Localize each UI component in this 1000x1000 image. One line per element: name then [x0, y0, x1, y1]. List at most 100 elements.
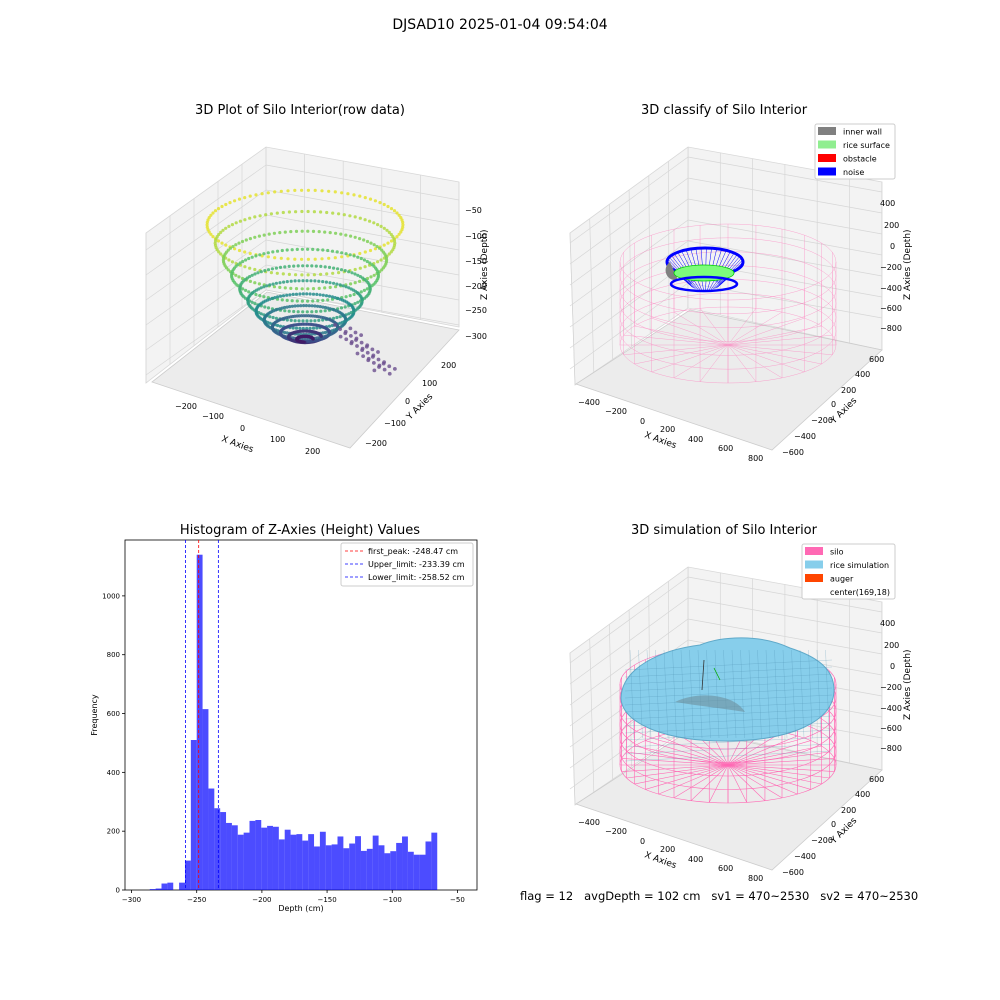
rice-mesh-line: [624, 687, 833, 699]
raw-point: [211, 211, 215, 215]
classify-ytick: 200: [841, 386, 856, 395]
classify-legend: inner wall rice surface obstacle noise: [814, 123, 896, 180]
rice-mesh-line: [680, 649, 686, 739]
simulation-xtick: 0: [640, 837, 645, 846]
rice-mesh-line: [731, 649, 737, 739]
raw-point: [399, 230, 403, 234]
raw-point: [307, 304, 311, 308]
raw-point: [283, 330, 287, 335]
histogram-bar: [419, 854, 426, 890]
raw-point: [324, 280, 328, 284]
raw-outlier-point: [376, 357, 381, 362]
histogram-bar: [331, 844, 338, 890]
raw-point: [389, 250, 393, 254]
raw-point: [254, 254, 258, 258]
histogram-ytick-label: 200: [107, 828, 120, 836]
raw-point: [281, 210, 285, 215]
histogram-ytick-label: 800: [107, 651, 120, 659]
raw-outlier-point: [361, 354, 366, 359]
raw-point: [311, 229, 316, 233]
histogram-bar: [179, 882, 185, 890]
simulation-ztick: −400: [880, 704, 902, 713]
raw-point: [305, 264, 309, 268]
silo-floor-spoke: [673, 764, 729, 799]
raw-point: [336, 267, 340, 271]
raw-point: [300, 188, 304, 192]
raw-point: [271, 315, 275, 320]
raw-point: [283, 286, 287, 290]
raw-ztick: −200: [465, 282, 487, 291]
raw-point: [234, 243, 238, 247]
raw-point: [334, 231, 338, 235]
raw-point: [238, 219, 242, 223]
raw-point: [262, 295, 266, 299]
silo-floor-spoke: [634, 745, 729, 766]
silo-floor-spoke: [658, 735, 729, 766]
raw-point: [259, 270, 263, 274]
raw-point: [306, 299, 310, 303]
raw-point: [248, 251, 252, 256]
raw-point: [300, 257, 304, 261]
raw-point: [275, 211, 279, 215]
raw-point: [278, 324, 283, 328]
raw-point: [321, 331, 325, 335]
raw-point: [338, 321, 342, 325]
simulation-ytick: −400: [794, 852, 816, 861]
raw-outlier-point: [354, 336, 359, 341]
raw-point: [298, 326, 302, 330]
raw-point: [207, 216, 211, 220]
grid-line: [648, 175, 651, 334]
raw-panel-title: 3D Plot of Silo Interior(row data): [195, 103, 405, 118]
raw-outlier-point: [348, 326, 353, 331]
silo-floor-spoke: [645, 764, 729, 790]
raw-point: [293, 188, 297, 192]
raw-point: [319, 272, 323, 276]
rice-mesh-line: [791, 649, 796, 739]
raw-point: [234, 273, 238, 277]
histogram-legend: first_peak: -248.47 cm Upper_limit: -233.…: [340, 542, 474, 587]
raw-point: [325, 272, 329, 276]
raw-point: [310, 332, 314, 336]
raw-point: [315, 326, 319, 330]
raw-outlier-point: [344, 337, 349, 342]
raw-point: [258, 253, 262, 257]
histogram-title: Histogram of Z-Axies (Height) Values: [179, 523, 421, 538]
raw-point: [254, 193, 258, 197]
raw-point: [321, 248, 325, 252]
raw-point: [236, 263, 240, 267]
histogram-bar: [407, 851, 414, 890]
raw-outlier-point: [343, 329, 348, 334]
histogram-xtick-label: −150: [317, 896, 336, 904]
raw-point: [319, 264, 323, 268]
raw-point: [321, 298, 325, 302]
raw-point: [276, 323, 280, 328]
raw-point: [316, 299, 320, 303]
auger-marker: [701, 659, 705, 691]
raw-point: [285, 331, 289, 335]
histogram-bar: [378, 845, 385, 890]
raw-point: [266, 251, 270, 255]
raw-point: [353, 215, 357, 219]
raw-point: [363, 265, 367, 269]
raw-point: [230, 223, 234, 227]
histogram-bar: [396, 842, 403, 890]
raw-point: [285, 248, 289, 252]
raw-point: [221, 228, 225, 232]
raw-point: [342, 213, 346, 217]
raw-point: [285, 305, 289, 309]
raw-point: [316, 248, 320, 252]
legend-swatch: [805, 547, 823, 555]
raw-ztick: −50: [465, 206, 482, 215]
legend-swatch: [805, 574, 823, 582]
raw-point: [285, 293, 289, 297]
raw-point: [219, 252, 223, 256]
raw-point: [264, 213, 268, 217]
raw-point: [306, 273, 310, 277]
raw-point: [267, 232, 271, 236]
histogram-xtick-label: −300: [122, 896, 141, 904]
raw-point: [326, 248, 330, 253]
raw-point: [332, 316, 336, 320]
raw-point: [348, 294, 352, 298]
simulation-legend-box: [801, 543, 896, 600]
